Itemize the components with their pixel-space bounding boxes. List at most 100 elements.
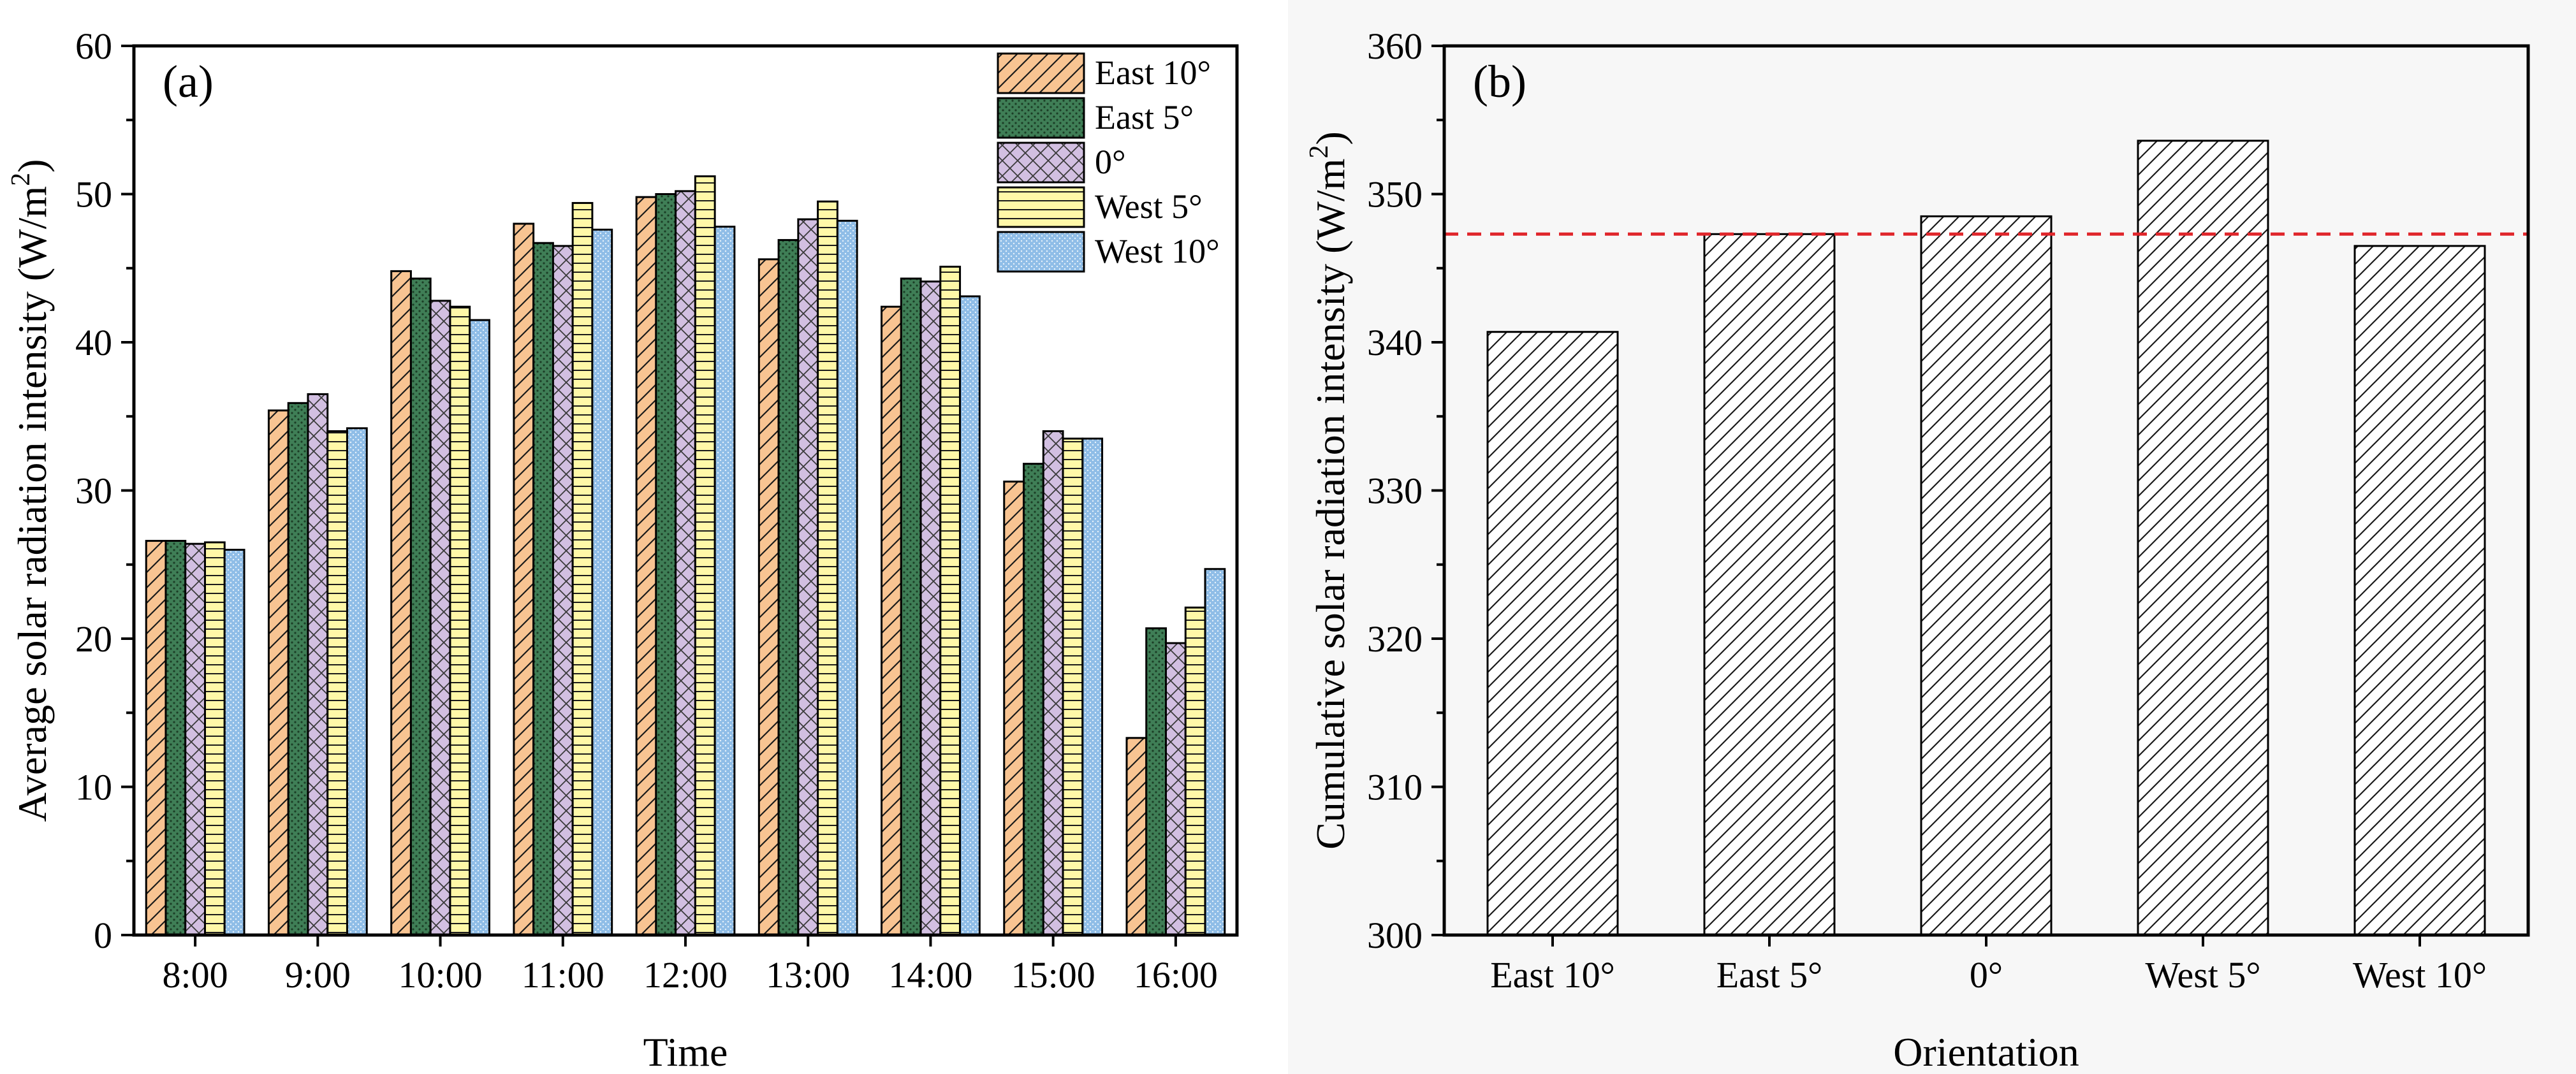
chart-a-y-tick-label: 0 — [94, 915, 112, 956]
chart-a-x-tick-label: 16:00 — [1134, 954, 1218, 996]
chart-b-y-axis-title: Cumulative solar radiation intensity (W/… — [1305, 131, 1353, 850]
chart-b-x-tick-label: East 5° — [1716, 954, 1823, 996]
chart-b-bar-cumulative-west-10deg — [2353, 245, 2486, 936]
chart-a-bar-east-10deg-14-00 — [881, 305, 902, 936]
chart-a-y-axis-title-sup: 2 — [6, 173, 36, 186]
chart-b-x-tick-label: West 10° — [2353, 954, 2487, 996]
chart-a-bar-east-10deg-11-00 — [513, 222, 535, 936]
chart-a-bar-0deg-8-00 — [184, 542, 206, 936]
chart-b-y-tick-label: 310 — [1367, 767, 1423, 808]
chart-a-bar-0deg-15-00 — [1042, 430, 1064, 936]
chart-a-bar-east-5deg-11-00 — [532, 242, 554, 936]
chart-a-bar-0deg-16-00 — [1165, 642, 1187, 936]
chart-a-y-axis: 0 10 20 30 40 50 60 — [75, 25, 134, 956]
chart-b-x-axis: East 10° East 5° 0° West 5° West 10° — [1490, 935, 2487, 996]
chart-a-x-tick-label: 14:00 — [888, 954, 972, 996]
chart-a-y-tick-label: 30 — [75, 470, 112, 512]
chart-b-y-axis: 300 310 320 330 340 350 360 — [1367, 25, 1444, 956]
chart-b-bar-cumulative-0deg — [1920, 215, 2053, 936]
chart-a-bar-east-5deg-8-00 — [165, 540, 187, 936]
chart-a-legend-swatch-east-10deg — [997, 52, 1085, 94]
chart-a-bar-0deg-14-00 — [919, 280, 942, 936]
chart-a-legend-label-0deg: 0° — [1095, 143, 1126, 181]
chart-a-bars — [145, 175, 1226, 936]
chart-b-x-tick-label: 0° — [1970, 954, 2003, 996]
chart-a-bar-west-10deg-13-00 — [836, 219, 858, 936]
chart-a-bar-east-5deg-10-00 — [409, 277, 432, 936]
chart-a-y-axis-title-close: ) — [10, 159, 55, 173]
chart-a-legend-swatch-east-5deg — [997, 97, 1085, 139]
chart-a-legend-swatch-west-5deg — [997, 186, 1085, 228]
chart-b-y-tick-label: 360 — [1367, 25, 1423, 67]
chart-a-bar-west-10deg-8-00 — [223, 549, 245, 936]
chart-b-x-tick-label: West 5° — [2145, 954, 2260, 996]
chart-a-x-tick-label: 8:00 — [163, 954, 228, 996]
chart-a-x-axis: 8:00 9:00 10:00 11:00 12:00 13:00 14:00 15:00 16… — [163, 935, 1218, 996]
chart-a-bar-east-10deg-15-00 — [1003, 481, 1025, 936]
chart-a-x-tick-label: 12:00 — [643, 954, 728, 996]
chart-a-x-tick-label: 15:00 — [1011, 954, 1095, 996]
chart-a-bar-east-5deg-14-00 — [900, 277, 922, 936]
chart-a-bar-0deg-11-00 — [552, 245, 574, 936]
chart-a-bar-east-10deg-10-00 — [390, 270, 412, 936]
chart-a-bar-east-5deg-13-00 — [777, 239, 800, 936]
chart-a-bar-east-10deg-9-00 — [267, 409, 289, 936]
chart-a-legend-label-west-10deg: West 10° — [1095, 232, 1220, 270]
chart-a-y-axis-title-main: Average solar radiation intensity (W/m — [10, 186, 55, 822]
chart-a-bar-west-5deg-9-00 — [326, 430, 348, 936]
chart-b-svg: 300 310 320 330 340 350 360 East 10° East 5° 0° We… — [1305, 25, 2530, 1074]
chart-a-bar-west-5deg-14-00 — [939, 265, 962, 936]
chart-a-x-axis-title: Time — [643, 1029, 728, 1074]
panel-a: 0 10 20 30 40 50 60 8:00 9:00 10:00 11:00 12:00 13:0… — [6, 25, 1239, 1074]
chart-b-x-tick-label: East 10° — [1490, 954, 1615, 996]
chart-a-bar-west-10deg-15-00 — [1081, 437, 1104, 936]
chart-a-bar-west-10deg-16-00 — [1204, 568, 1226, 936]
chart-a-bar-0deg-10-00 — [429, 300, 451, 936]
chart-a-bar-west-10deg-12-00 — [714, 226, 736, 936]
chart-a-y-tick-label: 20 — [75, 618, 112, 660]
chart-a-svg: 0 10 20 30 40 50 60 8:00 9:00 10:00 11:00 12:00 13:0… — [6, 25, 1239, 1074]
chart-a-x-tick-label: 10:00 — [398, 954, 482, 996]
chart-a-bar-west-5deg-13-00 — [817, 200, 838, 936]
chart-a-bar-east-5deg-9-00 — [287, 402, 309, 936]
chart-b-x-axis-title: Orientation — [1893, 1029, 2079, 1074]
chart-a-legend-label-west-5deg: West 5° — [1095, 187, 1203, 226]
chart-a-y-axis-title: Average solar radiation intensity (W/m2) — [6, 159, 55, 822]
chart-a-panel-label: (a) — [163, 56, 214, 107]
chart-a-legend-label-east-10deg: East 10° — [1095, 54, 1211, 92]
chart-a-legend-label-east-5deg: East 5° — [1095, 98, 1194, 136]
chart-b-y-tick-label: 350 — [1367, 174, 1423, 215]
chart-b-bar-cumulative-west-5deg — [2137, 140, 2269, 936]
chart-a-x-tick-label: 9:00 — [285, 954, 351, 996]
chart-a-bar-east-10deg-16-00 — [1125, 737, 1148, 936]
chart-a-bar-west-5deg-12-00 — [694, 175, 716, 936]
chart-b-y-axis-title-main: Cumulative solar radiation intensity (W/… — [1308, 159, 1353, 850]
chart-a-bar-west-10deg-14-00 — [959, 295, 981, 936]
chart-a-bar-0deg-12-00 — [675, 190, 696, 936]
chart-a-y-tick-label: 60 — [75, 25, 112, 67]
chart-a-legend-swatch-west-10deg — [997, 231, 1085, 273]
chart-b-y-axis-title-close: ) — [1308, 131, 1353, 145]
chart-a-bar-east-5deg-16-00 — [1145, 627, 1167, 936]
chart-a-bar-west-5deg-15-00 — [1062, 437, 1084, 936]
chart-a-bar-west-10deg-10-00 — [469, 319, 490, 936]
chart-b-y-tick-label: 320 — [1367, 618, 1423, 660]
panel-b: 300 310 320 330 340 350 360 East 10° East 5° 0° We… — [1288, 0, 2576, 1074]
chart-a-bar-west-5deg-11-00 — [571, 201, 594, 936]
chart-a-x-tick-label: 13:00 — [766, 954, 850, 996]
chart-a-bar-east-10deg-13-00 — [757, 258, 780, 936]
chart-b-bar-cumulative-east-10deg — [1486, 331, 1619, 936]
chart-a-bar-0deg-9-00 — [307, 393, 329, 936]
chart-b-y-tick-label: 300 — [1367, 915, 1423, 956]
chart-a-bar-east-5deg-12-00 — [655, 193, 677, 936]
chart-a-bar-west-5deg-10-00 — [449, 305, 471, 936]
chart-a-y-tick-label: 10 — [75, 767, 112, 808]
chart-a-bar-west-10deg-11-00 — [591, 228, 613, 936]
chart-a-y-tick-label: 40 — [75, 322, 112, 363]
chart-a-x-tick-label: 11:00 — [522, 954, 604, 996]
chart-b-bar-cumulative-east-5deg — [1703, 233, 1836, 936]
chart-a-bar-0deg-13-00 — [797, 218, 819, 936]
chart-b-panel-label: (b) — [1473, 56, 1526, 107]
chart-a-bar-east-5deg-15-00 — [1023, 463, 1044, 936]
chart-a-bar-east-10deg-12-00 — [635, 196, 657, 936]
